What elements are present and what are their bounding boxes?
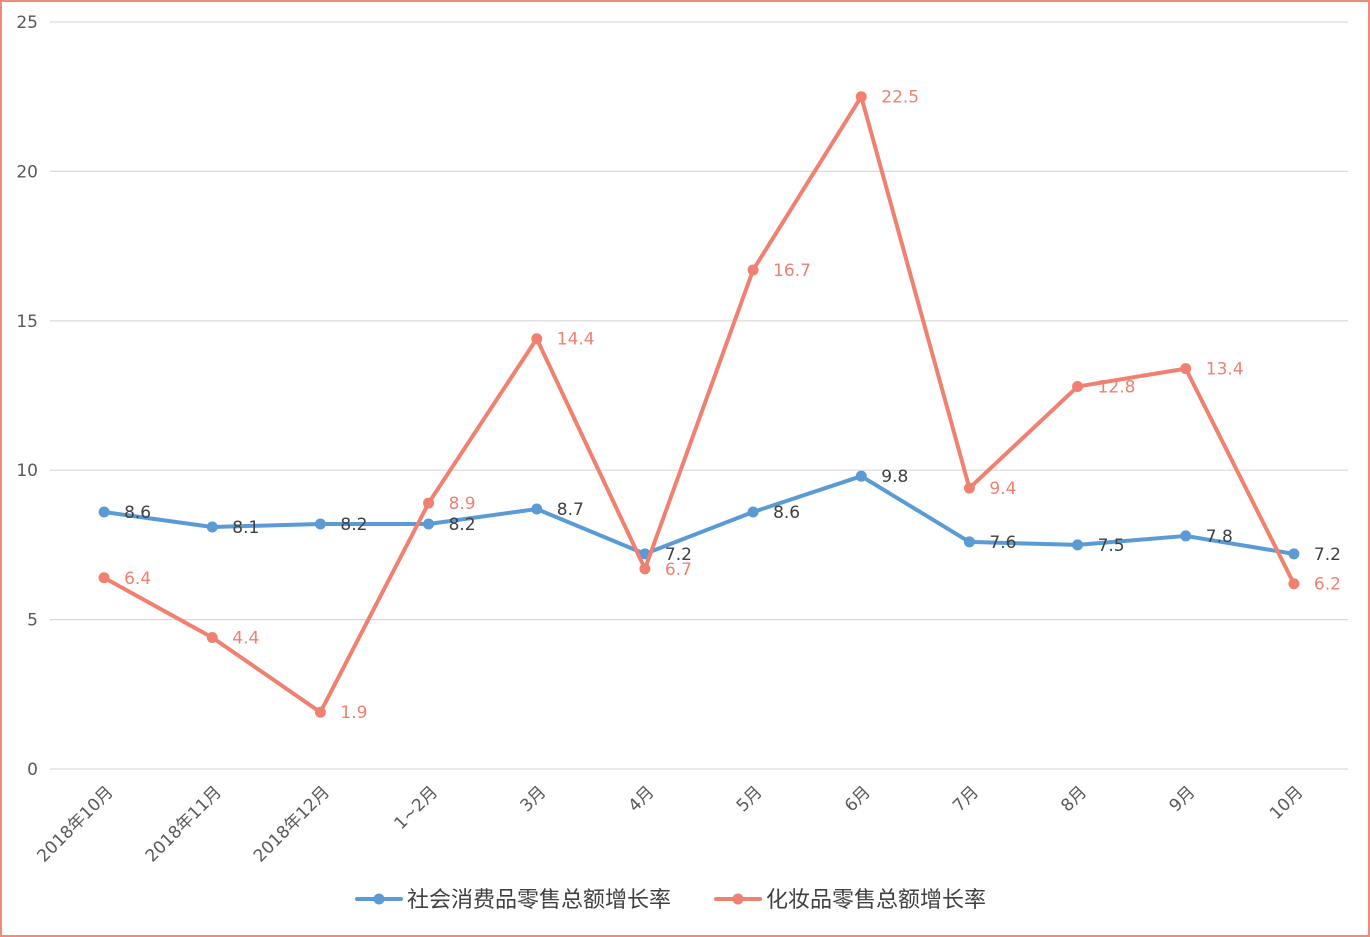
data-point xyxy=(206,632,218,644)
data-point xyxy=(1288,548,1300,560)
x-tick-label: 5月 xyxy=(733,782,767,816)
data-label: 9.4 xyxy=(989,479,1016,499)
data-point xyxy=(314,518,326,530)
series-line-0 xyxy=(102,474,1296,556)
data-point xyxy=(1180,363,1192,375)
y-tick-label: 25 xyxy=(16,13,38,33)
data-label: 7.5 xyxy=(1098,536,1125,556)
data-point xyxy=(1072,539,1084,551)
data-point xyxy=(639,563,651,575)
y-tick-label: 20 xyxy=(16,162,38,182)
x-tick-label: 8月 xyxy=(1057,782,1091,816)
data-point xyxy=(855,470,867,482)
data-label: 8.2 xyxy=(449,515,476,535)
data-point xyxy=(963,536,975,548)
x-axis: 2018年10月 2018年11月 2018年12月 1~2月 3月 4月 5月 6月 7月 8月… xyxy=(34,782,1308,866)
x-tick-label: 2018年11月 xyxy=(142,782,226,866)
data-label: 8.2 xyxy=(340,515,367,535)
data-label: 6.2 xyxy=(1314,575,1341,595)
data-point xyxy=(1288,578,1300,590)
data-label: 6.4 xyxy=(124,569,151,589)
legend-label: 化妆品零售总额增长率 xyxy=(766,888,986,913)
data-point xyxy=(747,264,759,276)
data-point xyxy=(98,506,110,518)
y-axis: 0 5 10 15 20 25 xyxy=(16,13,38,780)
data-label: 8.7 xyxy=(557,500,584,520)
data-label: 4.4 xyxy=(232,629,259,649)
grid-layer xyxy=(50,21,1348,770)
y-tick-label: 5 xyxy=(27,611,38,631)
data-point xyxy=(1072,381,1084,393)
legend-label: 社会消费品零售总额增长率 xyxy=(407,888,671,913)
data-point xyxy=(423,497,435,509)
legend: 社会消费品零售总额增长率 化妆品零售总额增长率 xyxy=(355,888,986,913)
x-tick-label: 3月 xyxy=(516,782,550,816)
data-label: 16.7 xyxy=(773,261,811,281)
series-line-1 xyxy=(102,94,1296,715)
data-label: 22.5 xyxy=(881,88,919,108)
x-tick-label: 1~2月 xyxy=(391,782,443,834)
data-point xyxy=(206,521,218,533)
legend-marker-1 xyxy=(732,893,744,905)
data-label: 8.9 xyxy=(449,494,476,514)
data-point xyxy=(98,572,110,584)
data-label: 7.8 xyxy=(1206,527,1233,547)
data-label: 12.8 xyxy=(1098,378,1136,398)
data-point xyxy=(531,333,543,345)
data-label: 7.6 xyxy=(989,533,1016,553)
x-tick-label: 4月 xyxy=(625,782,659,816)
data-labels: 8.6 8.1 8.2 8.2 8.7 7.2 8.6 9.8 7.6 7.5 7.8 7.2 6.4 4… xyxy=(124,88,1341,724)
data-label: 9.8 xyxy=(881,467,908,487)
series-layer xyxy=(98,91,1300,718)
data-label: 8.6 xyxy=(773,503,800,523)
data-label: 8.1 xyxy=(232,518,259,538)
data-point xyxy=(963,482,975,494)
data-label: 7.2 xyxy=(665,545,692,565)
data-label: 14.4 xyxy=(557,330,595,350)
x-tick-label: 9月 xyxy=(1165,782,1199,816)
data-point xyxy=(531,503,543,515)
x-tick-label: 2018年10月 xyxy=(34,782,118,866)
data-label: 13.4 xyxy=(1206,360,1244,380)
legend-marker-0 xyxy=(373,893,385,905)
y-tick-label: 0 xyxy=(27,760,38,780)
data-point xyxy=(423,518,435,530)
x-tick-label: 6月 xyxy=(841,782,875,816)
data-label: 6.7 xyxy=(665,560,692,580)
data-point xyxy=(747,506,759,518)
data-point xyxy=(314,706,326,718)
x-tick-label: 10月 xyxy=(1266,782,1307,823)
data-label: 8.6 xyxy=(124,503,151,523)
data-point xyxy=(855,91,867,103)
x-tick-label: 2018年12月 xyxy=(250,782,334,866)
y-tick-label: 15 xyxy=(16,312,38,332)
data-point xyxy=(1180,530,1192,542)
y-tick-label: 10 xyxy=(16,461,38,481)
data-label: 1.9 xyxy=(340,703,367,723)
x-tick-label: 7月 xyxy=(949,782,983,816)
data-label: 7.2 xyxy=(1314,545,1341,565)
